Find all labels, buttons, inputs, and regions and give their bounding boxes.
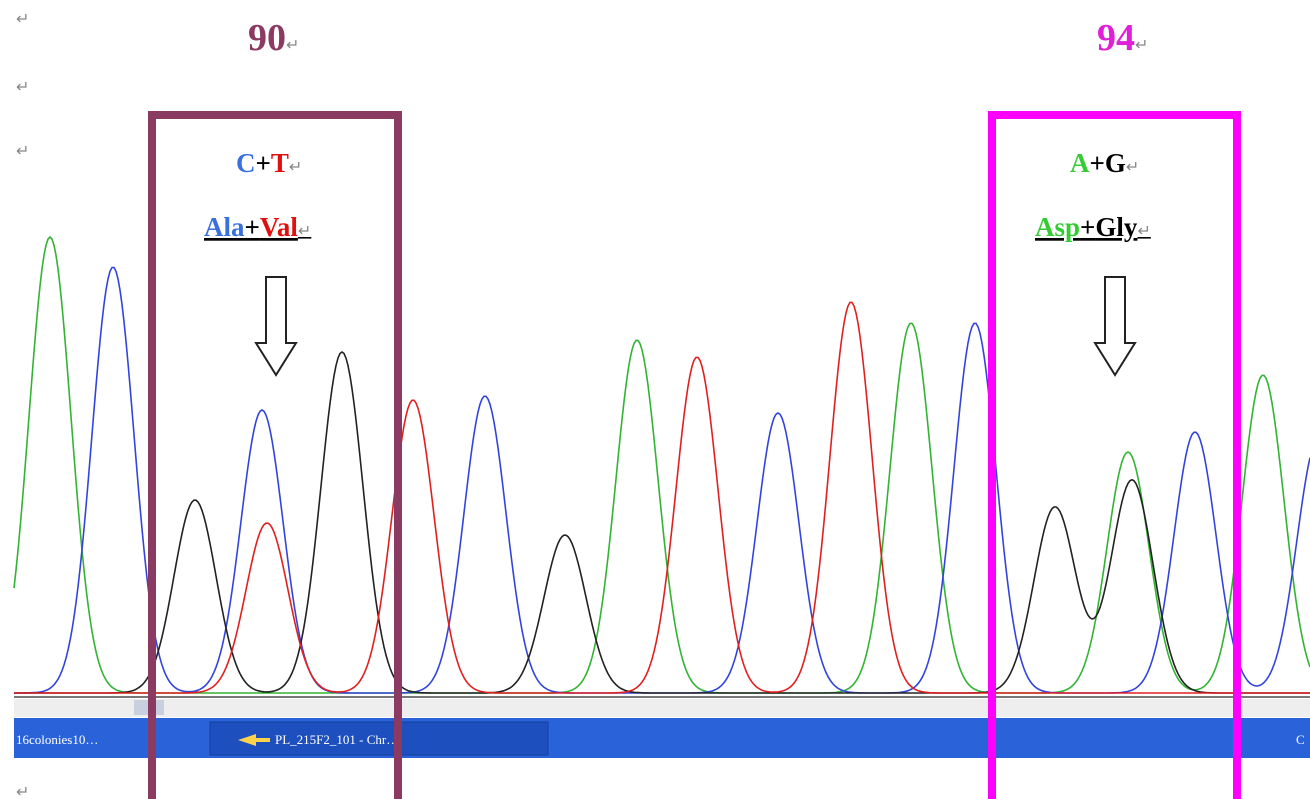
position-number: 90	[248, 17, 286, 59]
plus: +	[1090, 148, 1105, 178]
amino-acid: Gly	[1095, 212, 1138, 242]
paragraph-mark: ↵	[16, 79, 29, 96]
taskbar-item[interactable]: 16colonies10…	[16, 732, 98, 747]
paragraph-mark: ↵	[298, 223, 311, 240]
base: C	[236, 148, 256, 178]
taskbar-item[interactable]: C	[1296, 732, 1305, 747]
paragraph-mark: ↵	[1126, 159, 1139, 176]
amino-acid-call: Asp+Gly↵	[1035, 212, 1151, 242]
paragraph-mark: ↵	[16, 784, 29, 799]
paragraph-mark: ↵	[289, 159, 302, 176]
base: T	[271, 148, 289, 178]
taskbar	[14, 718, 1310, 758]
paragraph-mark: ↵	[286, 37, 299, 54]
scrollbar	[14, 699, 1310, 717]
plus: +	[1080, 212, 1095, 242]
page: 16colonies10… PL_215F2_101 - Chr… C ↵ ↵ …	[0, 0, 1310, 799]
paragraph-mark: ↵	[1135, 37, 1148, 54]
plus: +	[256, 148, 271, 178]
base: G	[1105, 148, 1126, 178]
paragraph-mark: ↵	[16, 11, 29, 28]
amino-acid-call: Ala+Val↵	[204, 212, 311, 242]
amino-acid: Asp	[1035, 212, 1080, 242]
base: A	[1070, 148, 1090, 178]
paragraph-mark: ↵	[1137, 223, 1150, 240]
amino-acid: Val	[260, 212, 299, 242]
screenshot: 16colonies10… PL_215F2_101 - Chr… C ↵ ↵ …	[0, 0, 1310, 799]
amino-acid: Ala	[204, 212, 245, 242]
plus: +	[245, 212, 260, 242]
position-number: 94	[1097, 17, 1135, 59]
background	[0, 0, 1310, 799]
taskbar-item[interactable]: PL_215F2_101 - Chr…	[275, 732, 399, 747]
paragraph-mark: ↵	[16, 143, 29, 160]
